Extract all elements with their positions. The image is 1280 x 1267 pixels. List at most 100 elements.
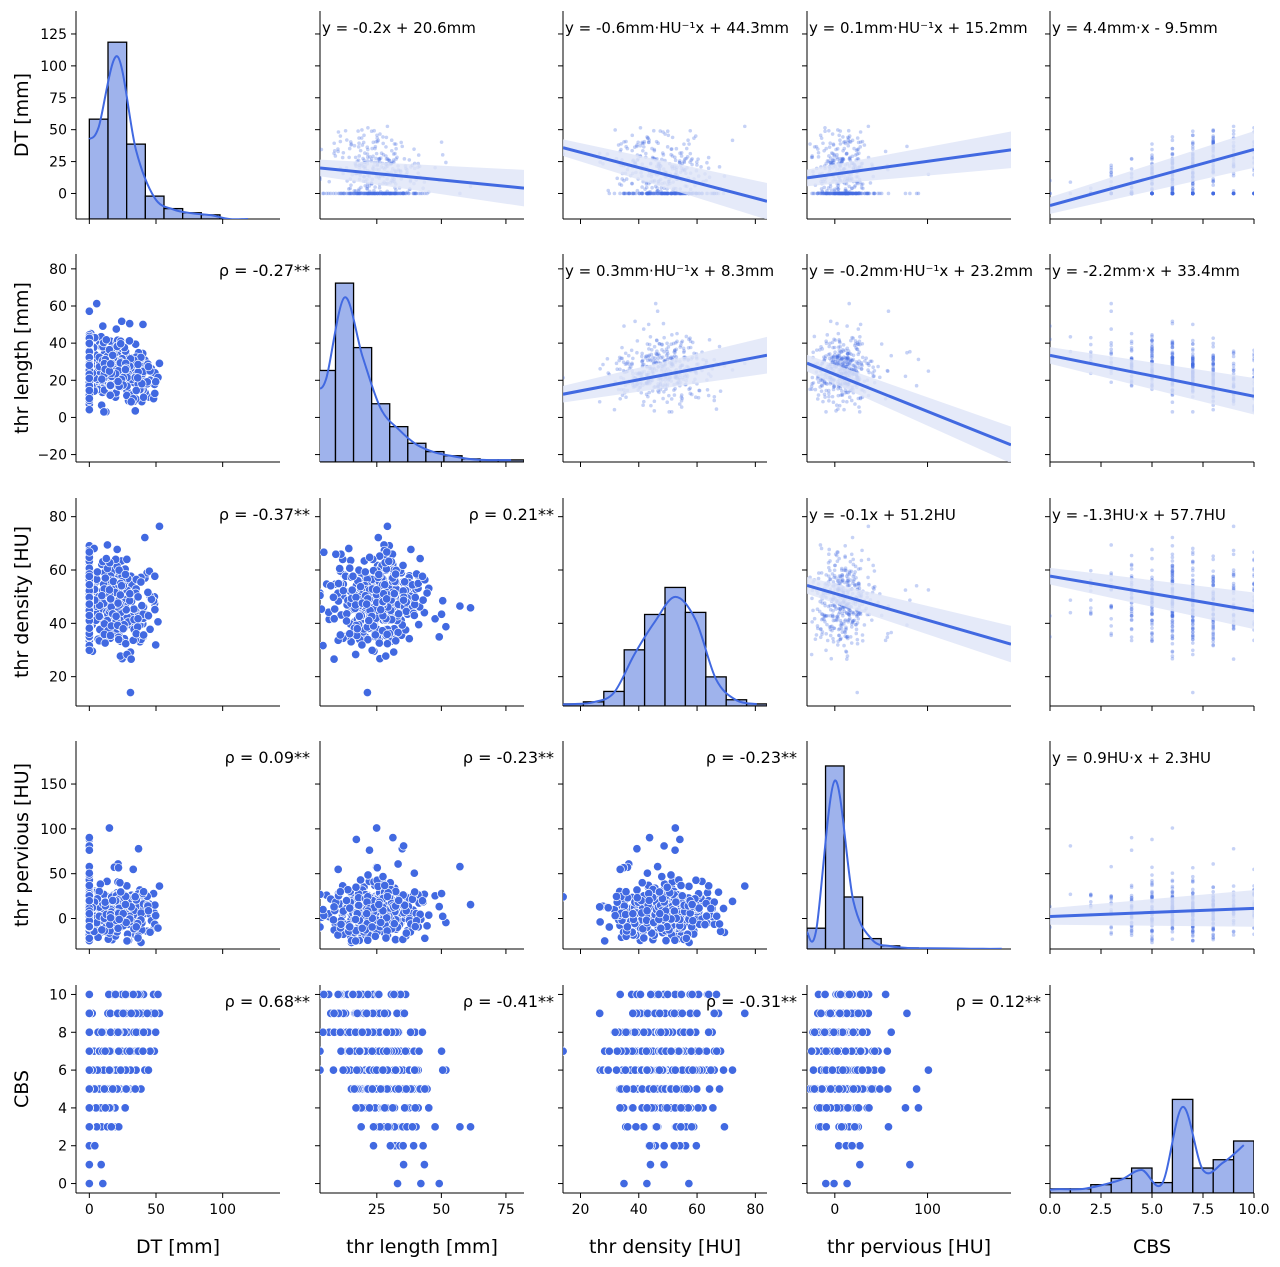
regression-point — [375, 136, 379, 140]
regression-point — [320, 147, 324, 152]
regression-point — [375, 133, 379, 138]
scatter-points — [84, 521, 165, 698]
scatter-point — [674, 1046, 684, 1056]
scatter-point — [136, 577, 146, 587]
scatter-point — [92, 567, 102, 577]
scatter-point — [345, 629, 355, 639]
scatter-point — [124, 336, 135, 346]
scatter-points — [84, 823, 165, 948]
scatter-point — [84, 909, 94, 919]
scatter-point — [418, 1141, 428, 1151]
regression-point — [367, 189, 372, 194]
scatter-point — [125, 688, 136, 698]
regression-point — [357, 191, 362, 196]
scatter-point — [632, 893, 642, 903]
regression-point — [332, 141, 336, 146]
regression-point — [393, 151, 397, 156]
scatter-point — [153, 923, 163, 933]
regression-point — [381, 191, 385, 196]
scatter-point — [437, 609, 447, 619]
regression-point — [358, 148, 363, 153]
regression-point — [380, 191, 384, 196]
regression-point — [365, 159, 370, 163]
x-tick-label: 75 — [497, 1202, 515, 1218]
scatter-point — [98, 1178, 108, 1189]
regression-point — [394, 188, 398, 192]
scatter-point — [681, 1084, 691, 1094]
scatter-point — [113, 923, 123, 933]
scatter-point — [126, 1008, 136, 1018]
scatter-point — [654, 1065, 664, 1075]
scatter-point — [399, 595, 409, 605]
scatter-point — [400, 1103, 410, 1113]
regression-point — [358, 191, 363, 196]
scatter-point — [120, 1103, 130, 1113]
scatter-point — [713, 887, 724, 897]
scatter-point — [365, 552, 375, 562]
scatter-point — [120, 989, 130, 1000]
scatter-point — [867, 1084, 877, 1094]
scatter-point — [687, 1122, 697, 1132]
scatter-point — [105, 630, 115, 641]
scatter-point — [718, 1065, 729, 1075]
scatter-point — [621, 1027, 631, 1037]
scatter-point — [670, 935, 680, 945]
regression-point — [414, 191, 418, 196]
scatter-point — [676, 989, 686, 1000]
scatter-point — [877, 1065, 887, 1075]
scatter-point — [642, 1178, 652, 1189]
regression-point — [351, 191, 355, 196]
scatter-point — [367, 645, 377, 655]
regression-point — [376, 191, 380, 196]
scatter-point — [416, 1178, 426, 1189]
scatter-point — [604, 922, 614, 932]
regression-point — [370, 191, 374, 196]
regression-point — [348, 191, 353, 196]
scatter-point — [97, 925, 107, 935]
scatter-point — [335, 887, 345, 897]
regression-point — [399, 191, 404, 196]
scatter-point — [84, 338, 94, 348]
scatter-point — [108, 895, 118, 905]
scatter-point — [398, 1141, 408, 1151]
scatter-point — [857, 1027, 868, 1037]
y-tick-label: 8 — [58, 1025, 67, 1041]
regression-point — [380, 191, 385, 196]
scatter-point — [857, 1065, 867, 1075]
scatter-point — [372, 823, 382, 833]
scatter-point — [131, 385, 141, 396]
scatter-point — [145, 927, 155, 937]
regression-point — [347, 191, 352, 196]
regression-point — [338, 139, 343, 144]
regression-point — [349, 142, 354, 146]
regression-point — [332, 151, 336, 156]
y-tick-label: 0 — [58, 410, 67, 426]
scatter-point — [320, 547, 329, 557]
x-tick-label: 10.0 — [1238, 1202, 1269, 1218]
scatter-point — [687, 899, 697, 910]
scatter-point — [363, 870, 373, 880]
y-tick-label: −20 — [37, 448, 67, 464]
regression-point — [395, 191, 400, 196]
scatter-point — [692, 1084, 702, 1094]
regression-point — [377, 156, 382, 161]
regression-point — [389, 191, 393, 196]
regression-point — [389, 148, 394, 153]
scatter-point — [691, 875, 701, 885]
y-tick-label: 100 — [40, 59, 67, 75]
scatter-point — [105, 390, 115, 400]
regression-point — [416, 161, 421, 166]
scatter-point — [376, 1084, 386, 1094]
regression-point — [387, 191, 391, 196]
regression-point — [357, 187, 361, 191]
regression-point — [378, 189, 383, 194]
regression-point — [662, 191, 666, 196]
regression-point — [361, 156, 365, 161]
scatter-point — [143, 587, 153, 597]
regression-point — [365, 187, 370, 191]
regression-point — [384, 154, 388, 158]
scatter-point — [130, 892, 140, 902]
scatter-point — [417, 896, 427, 906]
regression-point — [371, 140, 376, 145]
scatter-point — [400, 577, 410, 587]
